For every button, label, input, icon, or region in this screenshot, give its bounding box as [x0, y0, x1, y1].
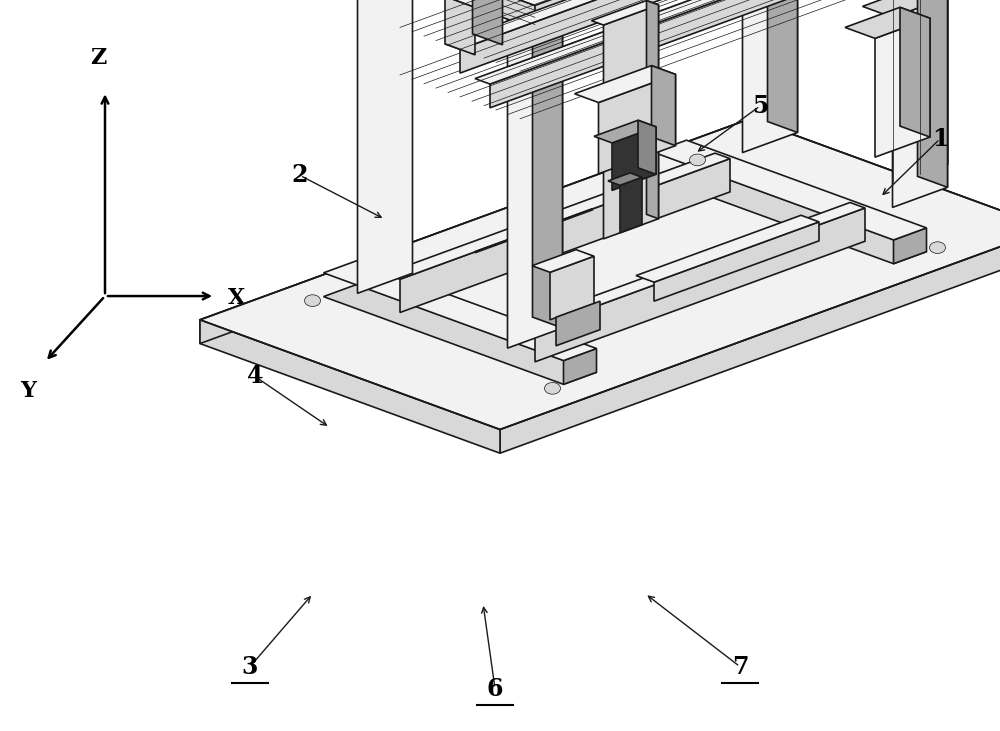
Text: X: X	[228, 287, 245, 309]
Text: 3: 3	[242, 655, 258, 678]
Polygon shape	[608, 173, 642, 186]
Polygon shape	[620, 178, 642, 232]
Polygon shape	[598, 75, 676, 174]
Polygon shape	[918, 0, 948, 187]
Polygon shape	[508, 0, 562, 348]
Polygon shape	[358, 0, 413, 293]
Circle shape	[930, 242, 946, 254]
Polygon shape	[742, 0, 798, 153]
Polygon shape	[324, 261, 596, 360]
Polygon shape	[473, 0, 502, 45]
Circle shape	[544, 382, 560, 394]
Polygon shape	[604, 5, 658, 239]
Polygon shape	[200, 320, 500, 453]
Text: 2: 2	[292, 164, 308, 187]
Text: 7: 7	[732, 655, 748, 678]
Circle shape	[304, 295, 320, 306]
Polygon shape	[750, 119, 1000, 252]
Polygon shape	[654, 222, 819, 301]
Polygon shape	[875, 18, 930, 157]
Polygon shape	[646, 1, 658, 219]
Polygon shape	[478, 0, 562, 15]
Polygon shape	[532, 0, 562, 328]
Text: 1: 1	[932, 127, 948, 151]
Circle shape	[690, 154, 706, 166]
Polygon shape	[654, 140, 926, 240]
Text: Y: Y	[20, 380, 36, 402]
Polygon shape	[564, 349, 596, 385]
Polygon shape	[445, 0, 845, 50]
Polygon shape	[520, 202, 865, 329]
Polygon shape	[638, 120, 656, 175]
Polygon shape	[490, 0, 875, 107]
Polygon shape	[385, 154, 730, 279]
Polygon shape	[862, 0, 948, 18]
Polygon shape	[592, 1, 658, 25]
Polygon shape	[535, 208, 865, 362]
Polygon shape	[612, 127, 656, 191]
Polygon shape	[845, 7, 930, 38]
Polygon shape	[594, 120, 656, 143]
Polygon shape	[768, 0, 798, 132]
Polygon shape	[200, 119, 1000, 430]
Text: 6: 6	[487, 677, 503, 700]
Polygon shape	[508, 0, 948, 39]
Polygon shape	[445, 0, 502, 7]
Polygon shape	[460, 0, 845, 73]
Polygon shape	[370, 0, 562, 6]
Text: 5: 5	[752, 94, 768, 118]
Polygon shape	[532, 250, 594, 273]
Polygon shape	[652, 66, 676, 145]
Polygon shape	[550, 257, 594, 320]
Polygon shape	[500, 228, 1000, 453]
Polygon shape	[654, 164, 926, 264]
Polygon shape	[200, 119, 750, 344]
Polygon shape	[574, 66, 676, 102]
Polygon shape	[478, 0, 948, 6]
Polygon shape	[370, 0, 535, 29]
Polygon shape	[900, 7, 930, 137]
Polygon shape	[324, 284, 596, 385]
Text: Z: Z	[90, 48, 106, 69]
Polygon shape	[636, 215, 819, 282]
Polygon shape	[475, 0, 875, 84]
Polygon shape	[400, 159, 730, 313]
Polygon shape	[893, 0, 948, 208]
Polygon shape	[445, 0, 475, 55]
Polygon shape	[556, 301, 600, 346]
Polygon shape	[894, 228, 926, 264]
Text: 4: 4	[247, 365, 263, 388]
